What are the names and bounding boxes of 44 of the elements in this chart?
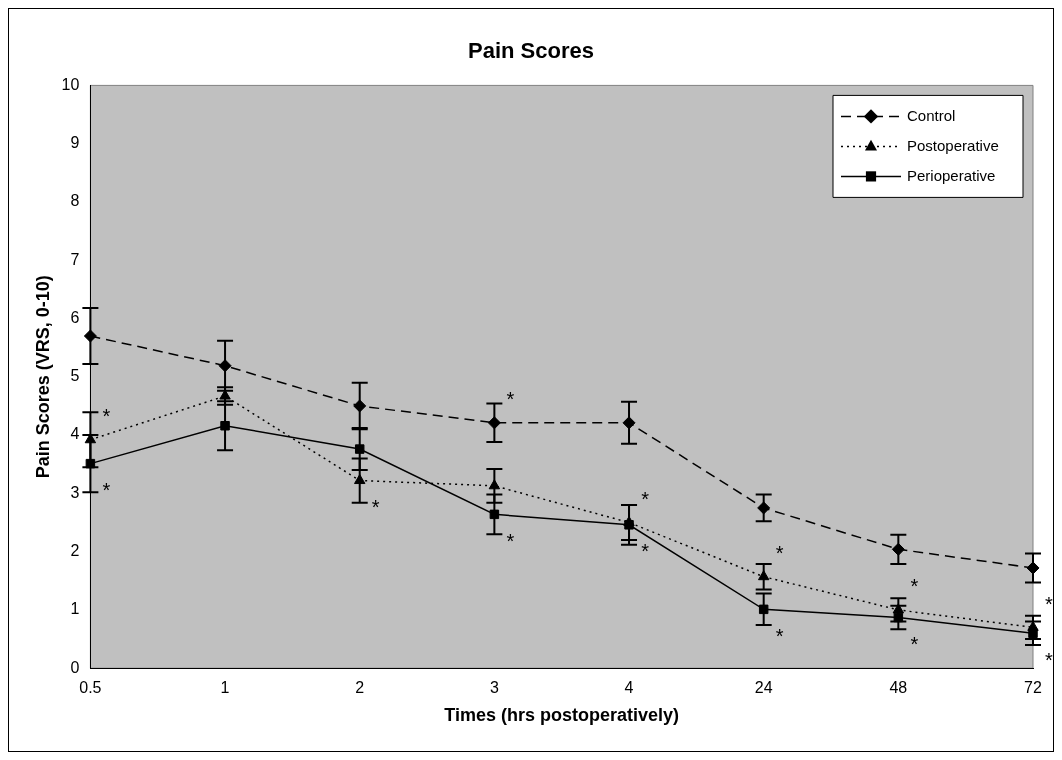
annotation: * [102, 479, 111, 502]
annotation: * [1045, 592, 1054, 615]
annotation: * [506, 388, 515, 411]
y-tick-label: 1 [70, 600, 80, 618]
x-tick-label: 1 [220, 679, 230, 697]
annotation: * [775, 542, 784, 565]
x-tick-label: 24 [754, 679, 773, 697]
y-tick-label: 5 [70, 367, 80, 385]
point [354, 444, 365, 454]
y-tick-label: 10 [61, 75, 80, 93]
chart-title: Pain Scores [468, 38, 594, 64]
annotation: * [1045, 648, 1054, 671]
x-tick-label: 4 [624, 679, 634, 697]
y-tick-label: 3 [70, 483, 80, 501]
x-tick-label: 3 [489, 679, 499, 697]
annotation: * [775, 624, 784, 647]
x-tick-label: 2 [355, 679, 365, 697]
y-axis-title: Pain Scores (VRS, 0-10) [32, 275, 53, 479]
y-tick-label: 6 [70, 308, 80, 326]
y-tick-label: 4 [70, 425, 80, 443]
y-tick-label: 8 [70, 192, 80, 210]
x-axis-title: Times (hrs postoperatively) [444, 705, 680, 726]
legend-label: Postoperative [907, 136, 999, 154]
annotation: * [102, 405, 111, 428]
legend-label: Perioperative [907, 166, 996, 184]
annotation: * [641, 488, 650, 511]
point [220, 421, 230, 431]
point [489, 509, 500, 520]
y-tick-label: 2 [70, 542, 80, 560]
annotation: * [910, 633, 919, 656]
y-tick-label: 7 [70, 250, 80, 268]
annotation: * [506, 529, 515, 552]
legend-label: Control [907, 106, 956, 124]
annotation: * [910, 575, 919, 598]
x-tick-label: 0.5 [79, 679, 102, 697]
point [1028, 628, 1038, 638]
point [624, 520, 634, 530]
annotation: * [641, 540, 650, 563]
point [758, 604, 769, 615]
x-tick-label: 48 [889, 679, 908, 697]
y-tick-label: 0 [70, 658, 80, 676]
annotation: * [371, 496, 380, 519]
y-tick-label: 9 [70, 134, 80, 152]
x-tick-label: 72 [1024, 679, 1042, 697]
